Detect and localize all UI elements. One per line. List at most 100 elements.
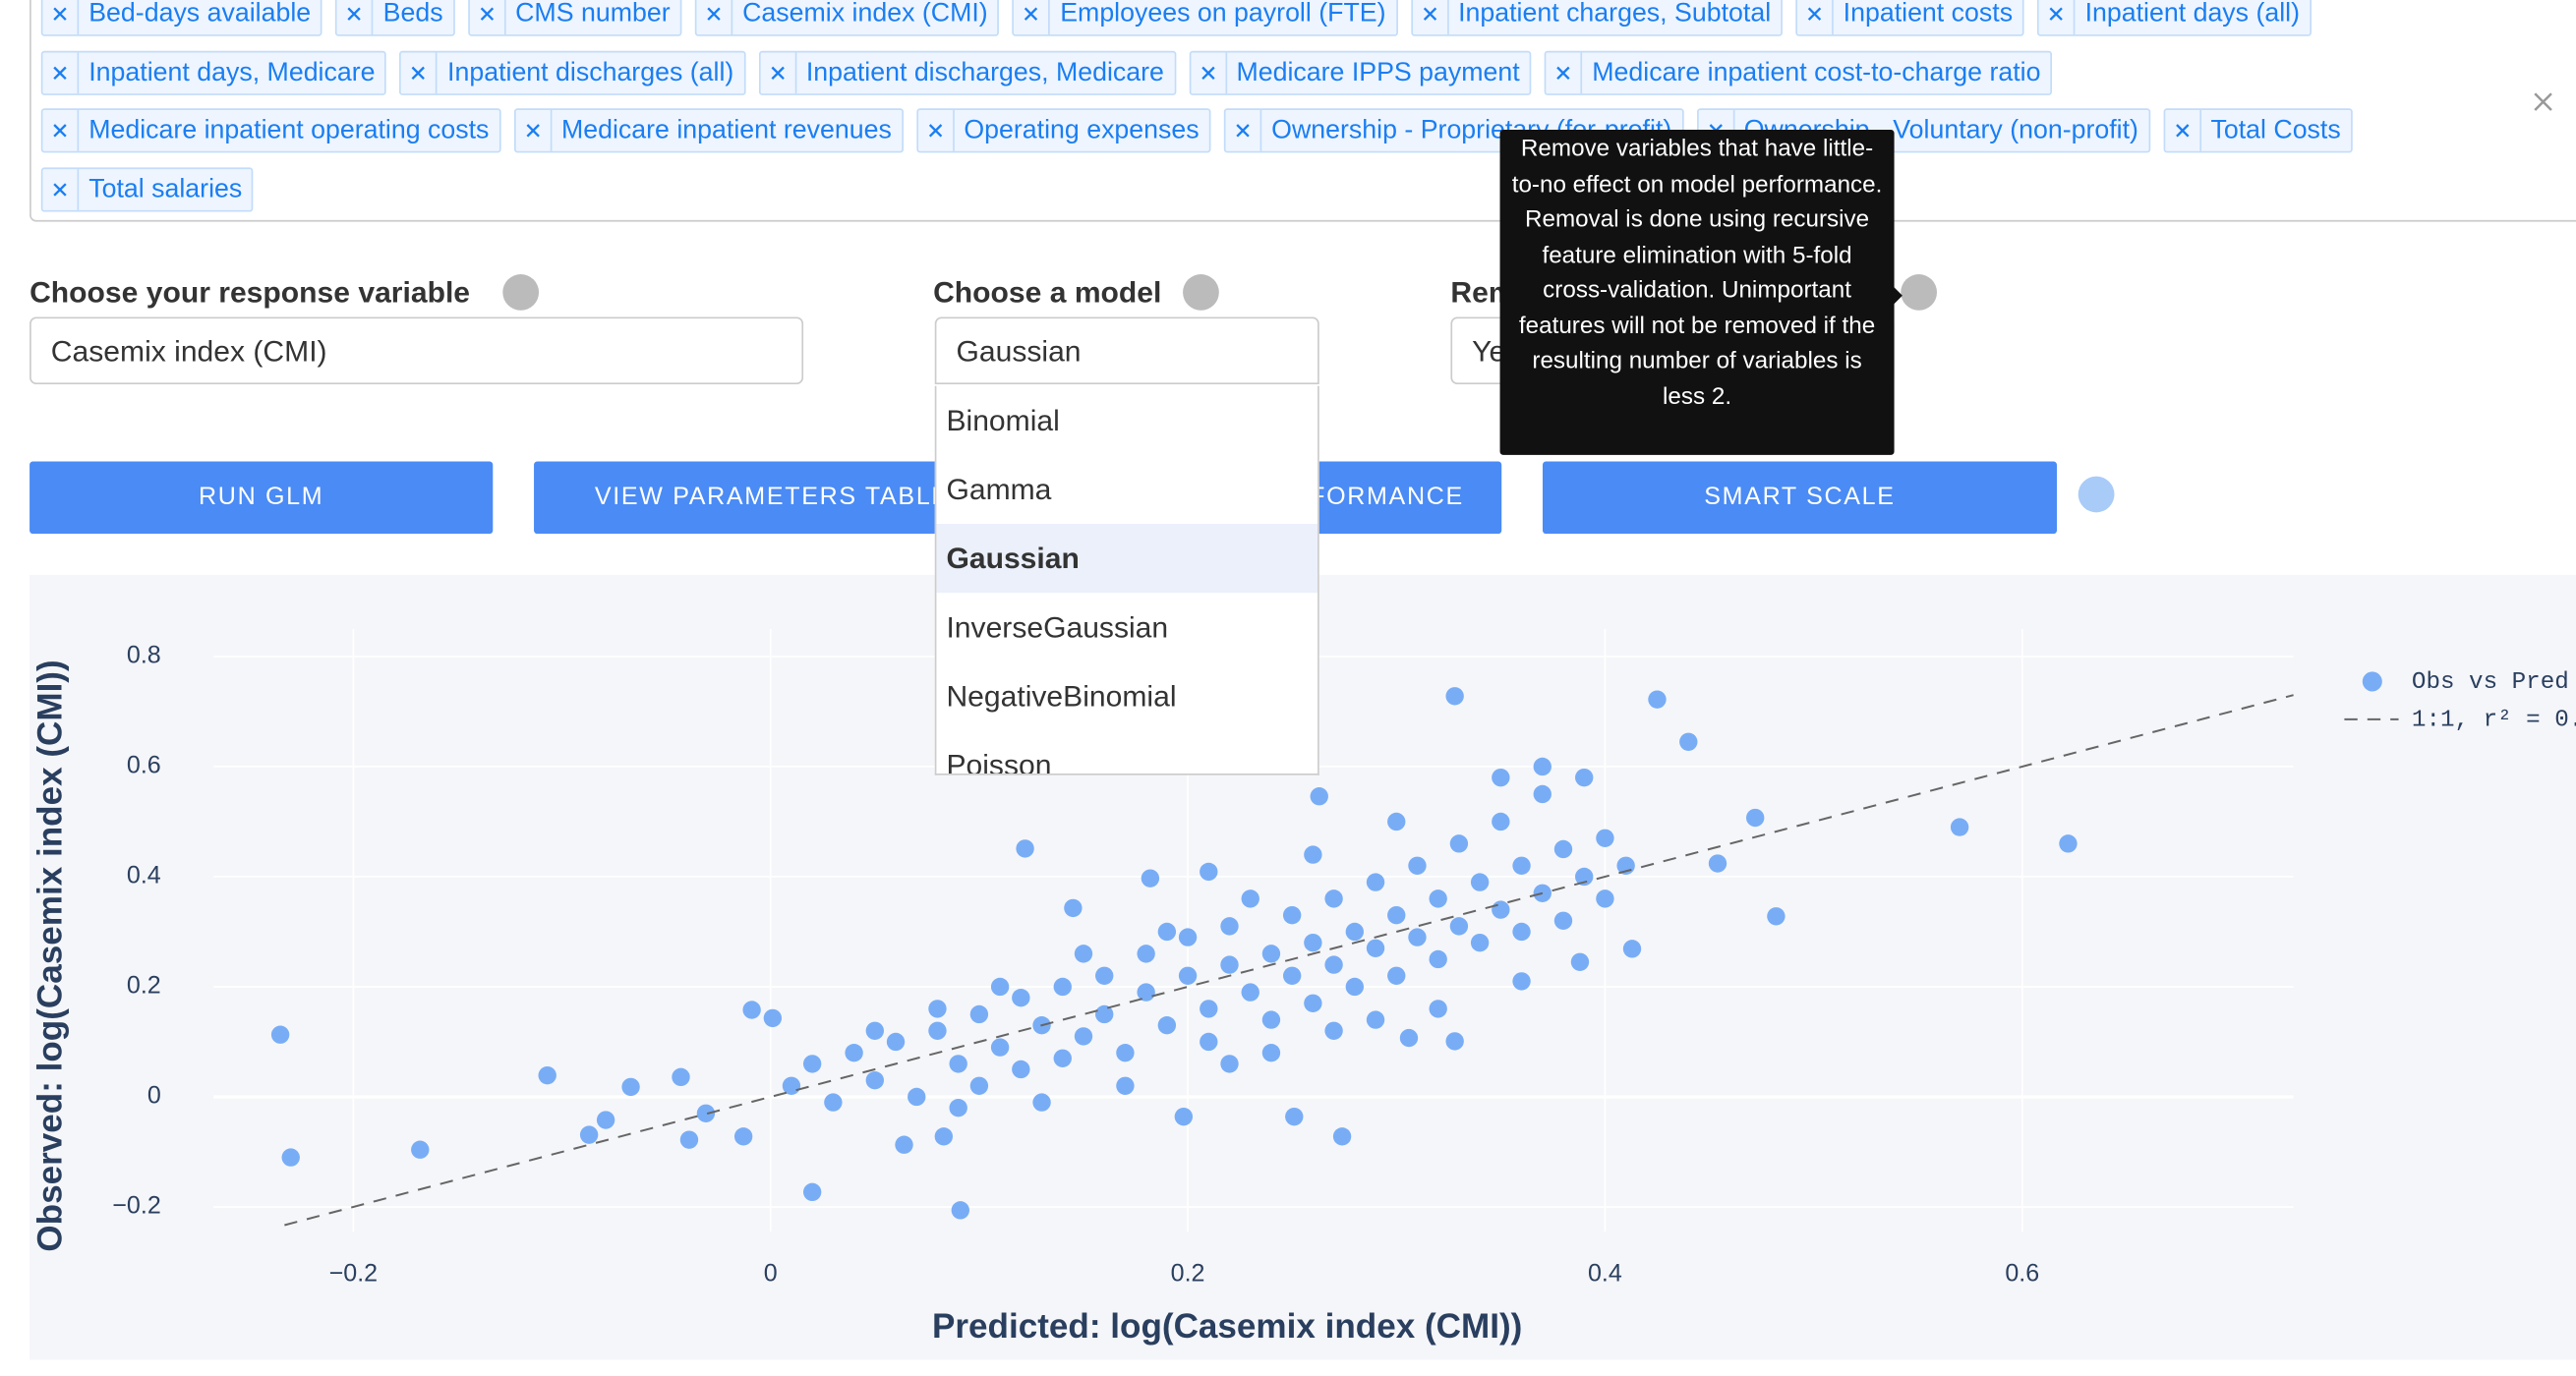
model-input[interactable]: Gaussian [934,316,1319,384]
tag-remove[interactable] [918,109,955,151]
point [865,1070,885,1090]
point [1285,1107,1304,1126]
model-label: Choose a model [933,275,1162,310]
point [1746,808,1765,828]
tag[interactable]: Inpatient discharges, Medicare [758,49,1176,95]
x-tick-label: −0.2 [329,1259,378,1287]
x-icon [526,124,540,138]
tag[interactable]: Medicare IPPS payment [1188,49,1532,95]
x-icon [347,7,362,22]
tag-remove[interactable] [1225,109,1262,151]
dropdown-option[interactable]: InverseGaussian [946,610,1169,645]
y-tick-label: 0.2 [127,972,161,1000]
legend-marker [2362,671,2382,692]
point [1220,1055,1239,1073]
help-icon[interactable] [1901,274,1938,311]
help-icon[interactable] [1183,274,1219,311]
scale-button[interactable]: SMART SCALE [1542,461,2057,535]
tag-remove[interactable] [2165,109,2201,151]
point [1200,1032,1218,1052]
params-button[interactable]: VIEW PARAMETERS TABLE [534,461,1011,535]
tag[interactable]: Bed-days available [40,0,322,36]
tag-label: Inpatient discharges, Medicare [805,58,1164,86]
tag-remove[interactable] [1014,0,1051,35]
point [969,1076,989,1095]
dropdown-option[interactable]: Gamma [946,473,1052,506]
help-icon[interactable] [502,274,540,311]
reference-line [284,694,2294,1227]
point [928,1021,947,1040]
point [845,1043,863,1062]
point [1324,955,1343,974]
point [1387,966,1406,985]
tag[interactable]: Operating expenses [915,108,1211,153]
dropdown-option[interactable]: Gaussian [936,524,1318,594]
tag-remove[interactable] [42,0,80,35]
tag-remove[interactable] [42,168,80,210]
tag[interactable]: Total Costs [2163,108,2353,153]
tag-remove[interactable] [42,51,80,93]
tag-remove[interactable] [515,109,552,151]
point [1575,867,1594,887]
dropdown-option[interactable]: Poisson [946,748,1052,775]
tag[interactable]: Medicare inpatient operating costs [40,108,501,153]
point [1387,905,1406,925]
response-input[interactable]: Casemix index (CMI) [29,316,804,384]
tag[interactable]: Casemix index (CMI) [694,0,1000,36]
tag[interactable]: Inpatient charges, Subtotal [1410,0,1783,36]
dropdown-option[interactable]: Binomial [946,404,1060,437]
clear-icon[interactable] [2530,88,2556,115]
tag-remove[interactable] [1797,0,1834,35]
point [1575,768,1594,787]
point [1053,977,1072,997]
tag[interactable]: Inpatient costs [1795,0,2024,36]
point [990,977,1010,997]
response-label: Choose your response variable [29,275,471,310]
tag-remove[interactable] [1191,51,1227,93]
tag[interactable]: Inpatient days, Medicare [40,49,387,95]
tag-label: Operating expenses [964,116,1200,145]
tag[interactable]: Total salaries [40,166,254,211]
help-icon[interactable] [2078,476,2115,513]
point [696,1104,716,1122]
y-tick-label: 0.8 [127,642,161,669]
y-tick-label: 0.6 [127,752,161,779]
point [1304,845,1322,864]
tag[interactable]: Medicare inpatient cost-to-charge ratio [1544,49,2053,95]
tag-remove[interactable] [2039,0,2076,35]
point [1512,856,1531,875]
tag-label: Bed-days available [88,0,312,29]
point [949,1098,967,1118]
point [886,1032,906,1052]
tag-remove[interactable] [469,0,506,35]
tag-remove[interactable] [696,0,733,35]
point [1241,889,1259,908]
tag-remove[interactable] [42,109,80,151]
point [1241,983,1259,1002]
dropdown-menu[interactable]: Binomial Gamma Gaussian InverseGaussian Nega… [934,385,1319,775]
run-button[interactable]: RUN GLM [29,461,494,535]
tag[interactable]: Medicare inpatient revenues [513,108,904,153]
point [1074,1027,1093,1046]
tag[interactable]: Beds [335,0,455,36]
tag[interactable]: Inpatient days (all) [2037,0,2312,36]
point [1449,917,1469,936]
tag-remove[interactable] [401,51,439,93]
tag-remove[interactable] [760,51,796,93]
tag-remove[interactable] [1546,51,1583,93]
point [951,1201,969,1220]
tag-remove[interactable] [337,0,374,35]
tag-label: Beds [382,0,443,29]
tag[interactable]: Inpatient discharges (all) [399,49,745,95]
tag-remove[interactable] [1412,0,1449,35]
tag[interactable]: CMS number [467,0,682,36]
point [1310,787,1328,806]
point [1345,922,1365,942]
dropdown-option[interactable]: NegativeBinomial [946,679,1177,714]
tag[interactable]: Employees on payroll (FTE) [1012,0,1398,36]
point [1261,945,1281,963]
x-tick-label: 0.4 [1588,1259,1622,1287]
x-icon [1236,124,1250,138]
point [1366,873,1385,891]
y-tick-label: 0 [147,1082,161,1110]
